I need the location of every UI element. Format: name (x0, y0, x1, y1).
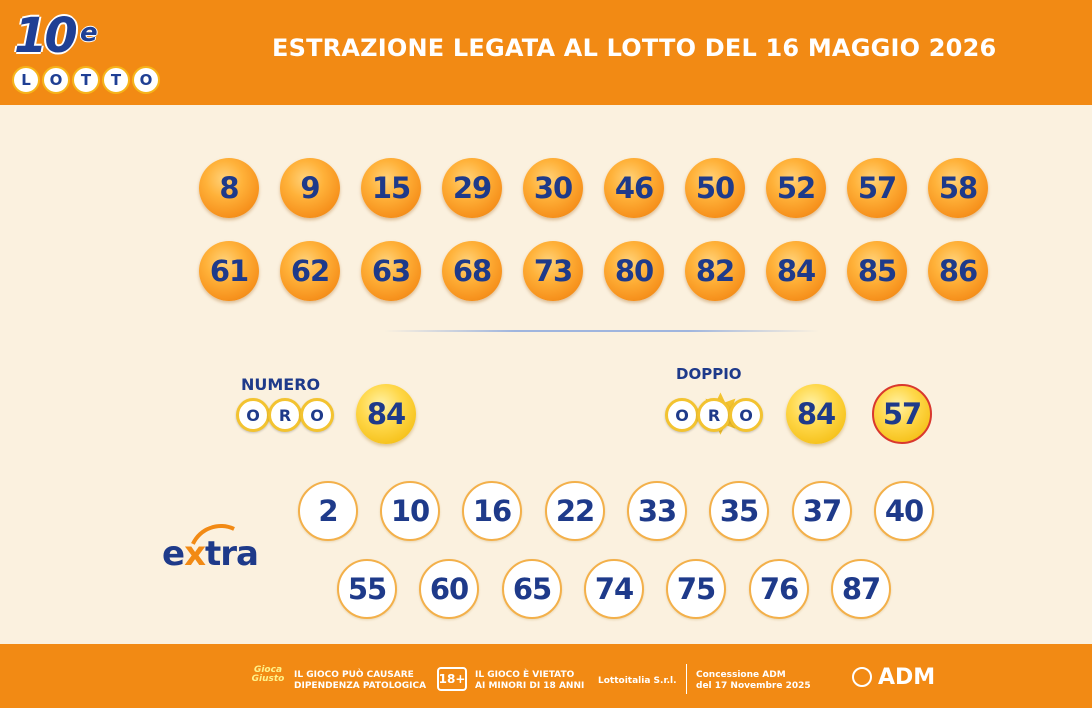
winning-number-ball: 85 (847, 241, 907, 301)
winning-number-ball: 50 (685, 158, 745, 218)
extra-number-ball: 37 (792, 481, 852, 541)
winning-number-ball: 9 (280, 158, 340, 218)
logo-lotto-letter: L (12, 66, 40, 94)
concession-line2: del 17 Novembre 2025 (696, 681, 811, 691)
addiction-warning: IL GIOCO PUÒ CAUSARE DIPENDENZA PATOLOGI… (294, 670, 426, 692)
extra-number-ball: 33 (627, 481, 687, 541)
winning-number-ball: 52 (766, 158, 826, 218)
logo-lotto-letter: O (132, 66, 160, 94)
age-18-badge: 18+ (437, 667, 467, 691)
minors-warning: IL GIOCO È VIETATO AI MINORI DI 18 ANNI (475, 670, 584, 692)
addiction-warning-line2: DIPENDENZA PATOLOGICA (294, 681, 427, 691)
numero-oro-label: NUMERO (241, 375, 321, 394)
footer-bar (0, 644, 1092, 708)
doppio-oro-ball: 84 (786, 384, 846, 444)
winning-number-ball: 58 (928, 158, 988, 218)
extra-number-ball: 35 (709, 481, 769, 541)
winning-number-ball: 29 (442, 158, 502, 218)
adm-emblem-icon (852, 667, 872, 687)
extra-number-ball: 55 (337, 559, 397, 619)
winning-number-ball: 80 (604, 241, 664, 301)
logo-lotto: L O T T O (12, 66, 160, 94)
winning-number-ball: 57 (847, 158, 907, 218)
winning-number-ball: 61 (199, 241, 259, 301)
addiction-warning-line1: IL GIOCO PUÒ CAUSARE (294, 670, 414, 680)
extra-number-ball: 2 (298, 481, 358, 541)
oro-letter: O (236, 398, 270, 432)
oro-letter: O (729, 398, 763, 432)
logo-lotto-letter: O (42, 66, 70, 94)
extra-number-ball: 60 (419, 559, 479, 619)
logo-e: e (80, 18, 98, 48)
page-title: ESTRAZIONE LEGATA AL LOTTO DEL 16 MAGGIO… (272, 34, 997, 62)
doppio-oro-ball: 57 (872, 384, 932, 444)
extra-number-ball: 10 (380, 481, 440, 541)
concession-line1: Concessione ADM (696, 670, 786, 680)
extra-number-ball: 87 (831, 559, 891, 619)
footer-separator (686, 664, 687, 694)
winning-number-ball: 73 (523, 241, 583, 301)
extra-logo-e: e (162, 534, 185, 574)
extra-logo: extra (162, 534, 259, 574)
extra-logo-x: x (184, 534, 206, 574)
gioco-giusto-logo: Gioca Giusto (251, 665, 285, 684)
winning-number-ball: 86 (928, 241, 988, 301)
adm-logo: ADM (878, 665, 936, 690)
extra-logo-rest: tra (205, 534, 259, 574)
winning-number-ball: 8 (199, 158, 259, 218)
winning-number-ball: 15 (361, 158, 421, 218)
logo-number: 10 (14, 8, 78, 64)
header-bar (0, 0, 1092, 105)
winning-number-ball: 82 (685, 241, 745, 301)
extra-number-ball: 16 (462, 481, 522, 541)
winning-number-ball: 46 (604, 158, 664, 218)
extra-number-ball: 40 (874, 481, 934, 541)
oro-letter: R (268, 398, 302, 432)
minors-warning-line2: AI MINORI DI 18 ANNI (475, 681, 585, 691)
winning-number-ball: 63 (361, 241, 421, 301)
concession-info: Concessione ADM del 17 Novembre 2025 (696, 670, 811, 692)
oro-letter: R (697, 398, 731, 432)
numero-oro-badge: O R O (236, 398, 334, 432)
extra-number-ball: 65 (502, 559, 562, 619)
doppio-oro-badge: O R O (665, 398, 763, 432)
extra-number-ball: 76 (749, 559, 809, 619)
extra-number-ball: 74 (584, 559, 644, 619)
oro-letter: O (300, 398, 334, 432)
logo-lotto-letter: T (72, 66, 100, 94)
winning-number-ball: 62 (280, 241, 340, 301)
winning-number-ball: 30 (523, 158, 583, 218)
logo-lotto-letter: T (102, 66, 130, 94)
oro-letter: O (665, 398, 699, 432)
10elotto-logo: 10 e L O T T O (8, 8, 160, 102)
winning-number-ball: 68 (442, 241, 502, 301)
doppio-oro-label: DOPPIO (676, 365, 742, 383)
numero-oro-ball: 84 (356, 384, 416, 444)
extra-number-ball: 75 (666, 559, 726, 619)
extra-number-ball: 22 (545, 481, 605, 541)
section-divider (384, 330, 819, 332)
minors-warning-line1: IL GIOCO È VIETATO (475, 670, 575, 680)
operator-name: Lottoitalia S.r.l. (598, 676, 677, 686)
winning-number-ball: 84 (766, 241, 826, 301)
